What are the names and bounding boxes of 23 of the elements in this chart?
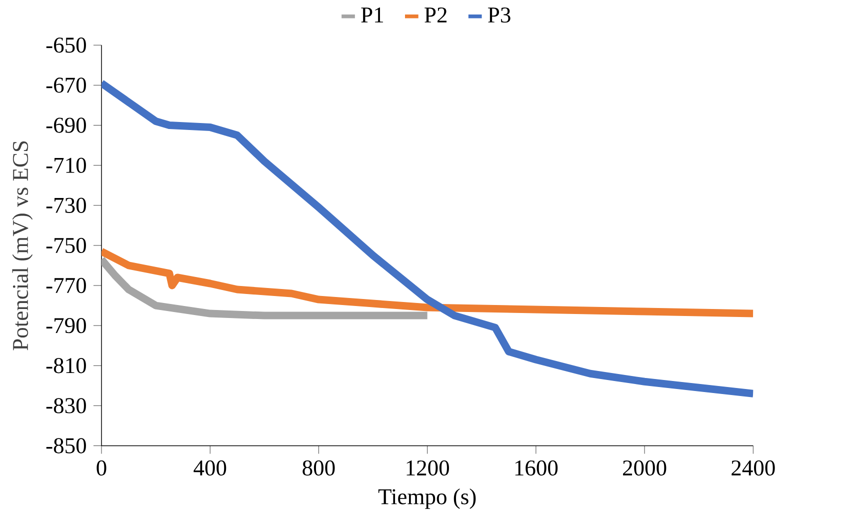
x-tick-label: 1200 xyxy=(406,460,449,476)
x-tick-label: 400 xyxy=(194,460,226,476)
y-tick-label: -710 xyxy=(46,158,86,174)
legend-label: P1 xyxy=(361,8,383,23)
y-tick-label: -750 xyxy=(46,238,86,254)
y-axis-title: Potencial (mV) vs ECS xyxy=(12,142,33,350)
legend-label: P3 xyxy=(488,8,510,23)
y-tick-label: -690 xyxy=(46,118,86,134)
x-tick-label: 800 xyxy=(302,460,335,476)
legend-label: P2 xyxy=(424,8,447,23)
y-tick-label: -810 xyxy=(46,358,86,374)
y-tick-label: -670 xyxy=(46,78,86,94)
x-axis-title: Tiempo (s) xyxy=(378,488,476,510)
x-tick-label: 2400 xyxy=(732,460,775,476)
x-tick-label: 2000 xyxy=(623,460,666,476)
y-tick-label: -770 xyxy=(46,278,86,294)
x-tick-label: 1600 xyxy=(515,460,558,476)
y-tick-label: -650 xyxy=(46,38,86,53)
y-tick-label: -730 xyxy=(46,198,86,214)
y-tick-label: -830 xyxy=(46,398,86,414)
y-tick-label: -850 xyxy=(46,438,86,454)
y-tick-label: -790 xyxy=(46,318,86,334)
x-tick-label: 0 xyxy=(96,460,106,476)
